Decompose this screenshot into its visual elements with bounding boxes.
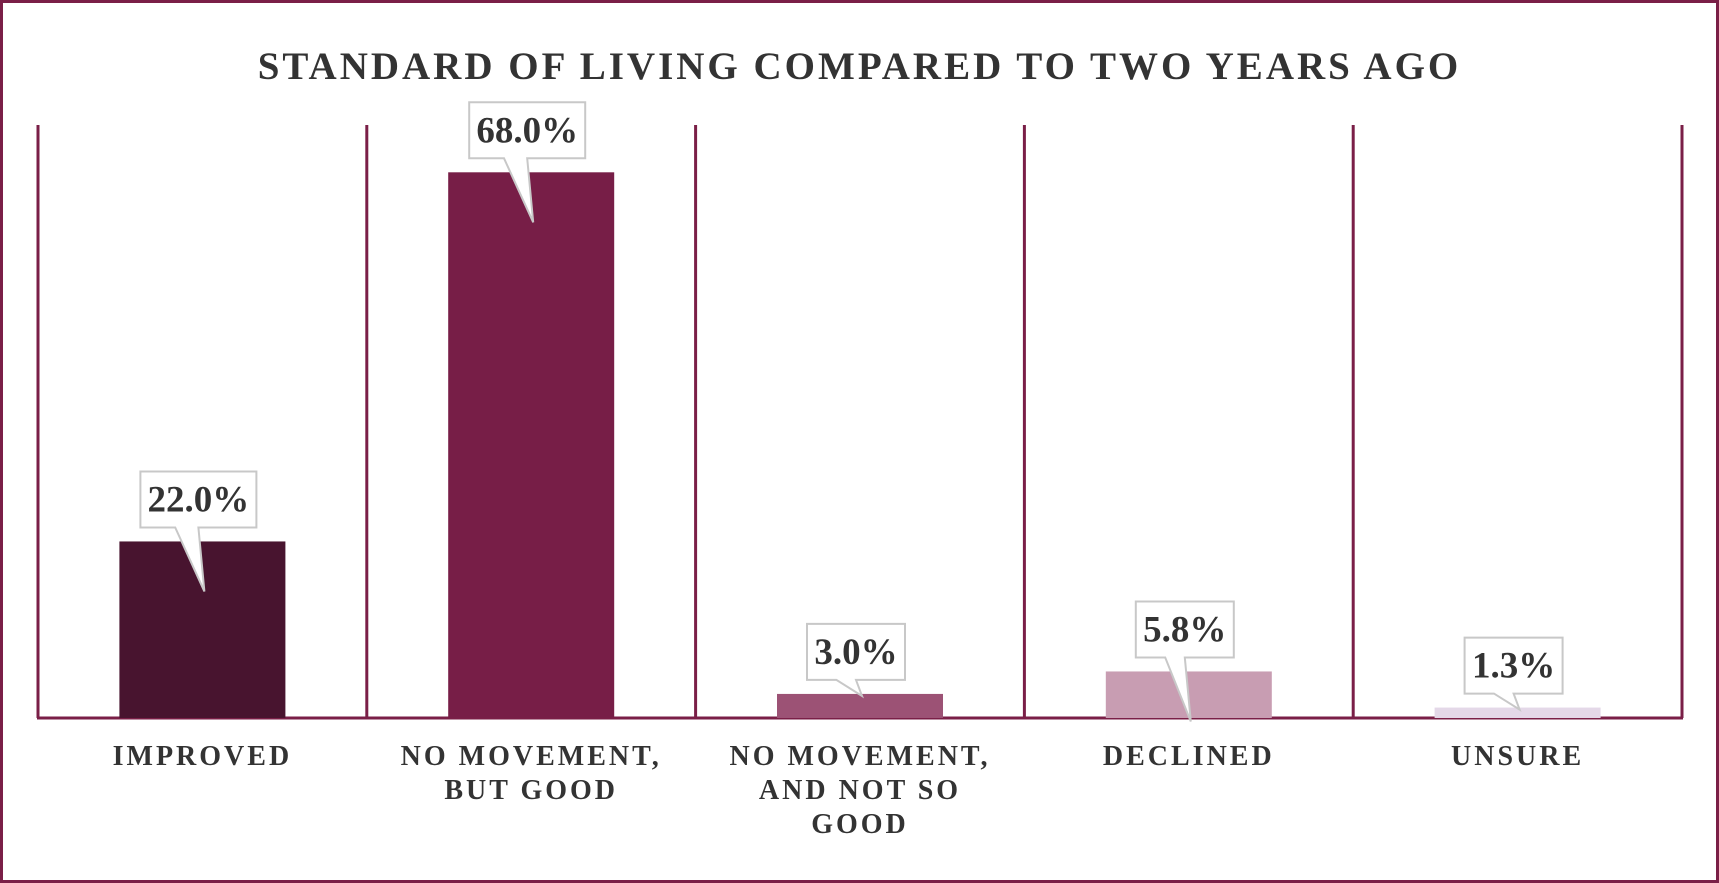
category-label: DECLINED: [1103, 741, 1275, 772]
bar: [448, 172, 615, 719]
category-label: NO MOVEMENT,: [729, 741, 990, 772]
bar: [1434, 707, 1601, 718]
data-label-callout: [806, 622, 906, 699]
data-label: 68.0%: [476, 110, 578, 151]
category-label: UNSURE: [1451, 741, 1584, 772]
bar: [777, 693, 943, 718]
category-label: BUT GOOD: [444, 775, 618, 806]
data-label: 3.0%: [814, 632, 897, 673]
category-label: AND NOT SO: [759, 775, 961, 806]
category-label: NO MOVEMENT,: [401, 741, 662, 772]
data-label-callout: [139, 470, 258, 592]
data-label: 1.3%: [1472, 646, 1555, 687]
data-label-callout: [1463, 636, 1564, 712]
data-label-callout: [468, 101, 587, 223]
data-label: 5.8%: [1143, 609, 1226, 650]
category-label: GOOD: [811, 809, 909, 840]
category-label: IMPROVED: [113, 741, 293, 772]
data-label-callout: [1134, 600, 1235, 722]
data-label: 22.0%: [148, 479, 250, 520]
chart-title: STANDARD OF LIVING COMPARED TO TWO YEARS…: [257, 45, 1462, 88]
